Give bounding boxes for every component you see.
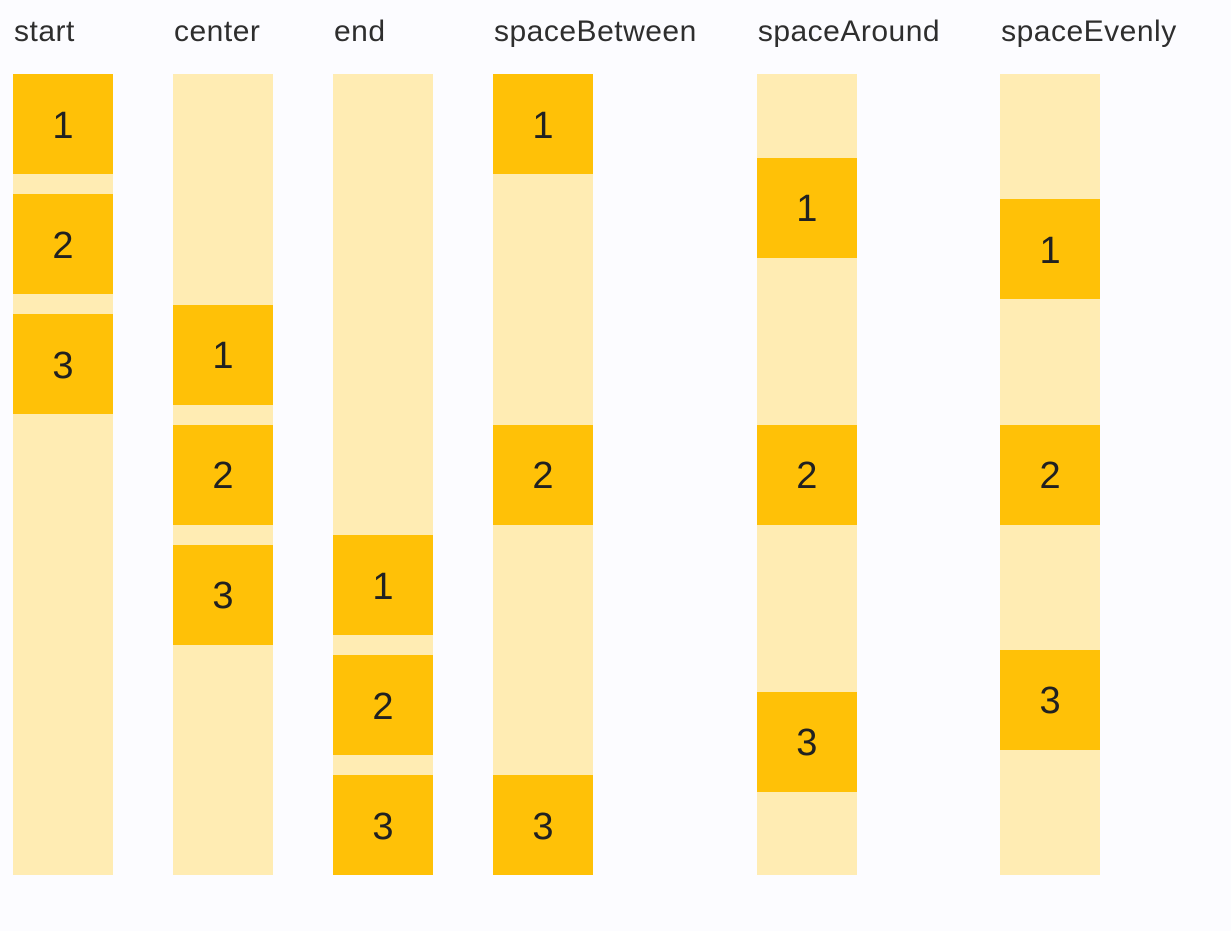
- alignment-label: spaceEvenly: [1001, 15, 1177, 48]
- flex-item-box: 2: [333, 655, 433, 755]
- alignment-label: center: [174, 15, 261, 48]
- flex-item-box: 3: [333, 775, 433, 875]
- flex-item-box: 2: [173, 424, 273, 525]
- flex-item-box: 1: [13, 74, 113, 174]
- flex-track: 1 2 3: [13, 74, 113, 875]
- alignment-demo-unit: spaceBetween 1 2 3: [493, 12, 697, 875]
- flex-item-box: 3: [13, 314, 113, 414]
- flex-item-box: 1: [333, 535, 433, 635]
- alignment-demo-unit: start 1 2 3: [13, 12, 113, 875]
- alignment-label: spaceBetween: [494, 15, 697, 48]
- flex-item-box: 1: [173, 304, 273, 405]
- flex-item-box: 1: [493, 74, 593, 174]
- flex-track: 1 2 3: [493, 74, 593, 875]
- flex-item-box: 2: [1000, 424, 1101, 525]
- flex-item-box: 2: [756, 424, 857, 525]
- flex-item-box: 3: [173, 544, 273, 645]
- flex-track: 1 2 3: [333, 74, 433, 875]
- flex-item-box: 3: [1000, 649, 1101, 750]
- flex-item-box: 1: [756, 157, 857, 258]
- flex-item-box: 2: [493, 424, 593, 525]
- flex-item-box: 1: [1000, 199, 1101, 300]
- alignment-label: spaceAround: [757, 15, 941, 48]
- flex-item-box: 3: [493, 775, 593, 875]
- flex-item-box: 2: [13, 194, 113, 294]
- flex-track: 1 2 3: [173, 74, 273, 875]
- flex-track: 1 2 3: [756, 74, 857, 875]
- flex-item-box: 3: [756, 691, 857, 792]
- alignment-demo-unit: center 1 2 3: [173, 12, 273, 875]
- alignment-demo-unit: spaceAround 1 2 3: [756, 12, 941, 875]
- alignment-demo-unit: spaceEvenly 1 2 3: [1000, 12, 1177, 875]
- alignment-demo-unit: end 1 2 3: [333, 12, 433, 875]
- alignment-label: end: [334, 15, 386, 48]
- flex-track: 1 2 3: [1000, 74, 1101, 875]
- alignment-label: start: [14, 15, 75, 48]
- alignment-demo-row: start 1 2 3 center 1 2 3 end 1 2 3 space…: [13, 12, 1177, 875]
